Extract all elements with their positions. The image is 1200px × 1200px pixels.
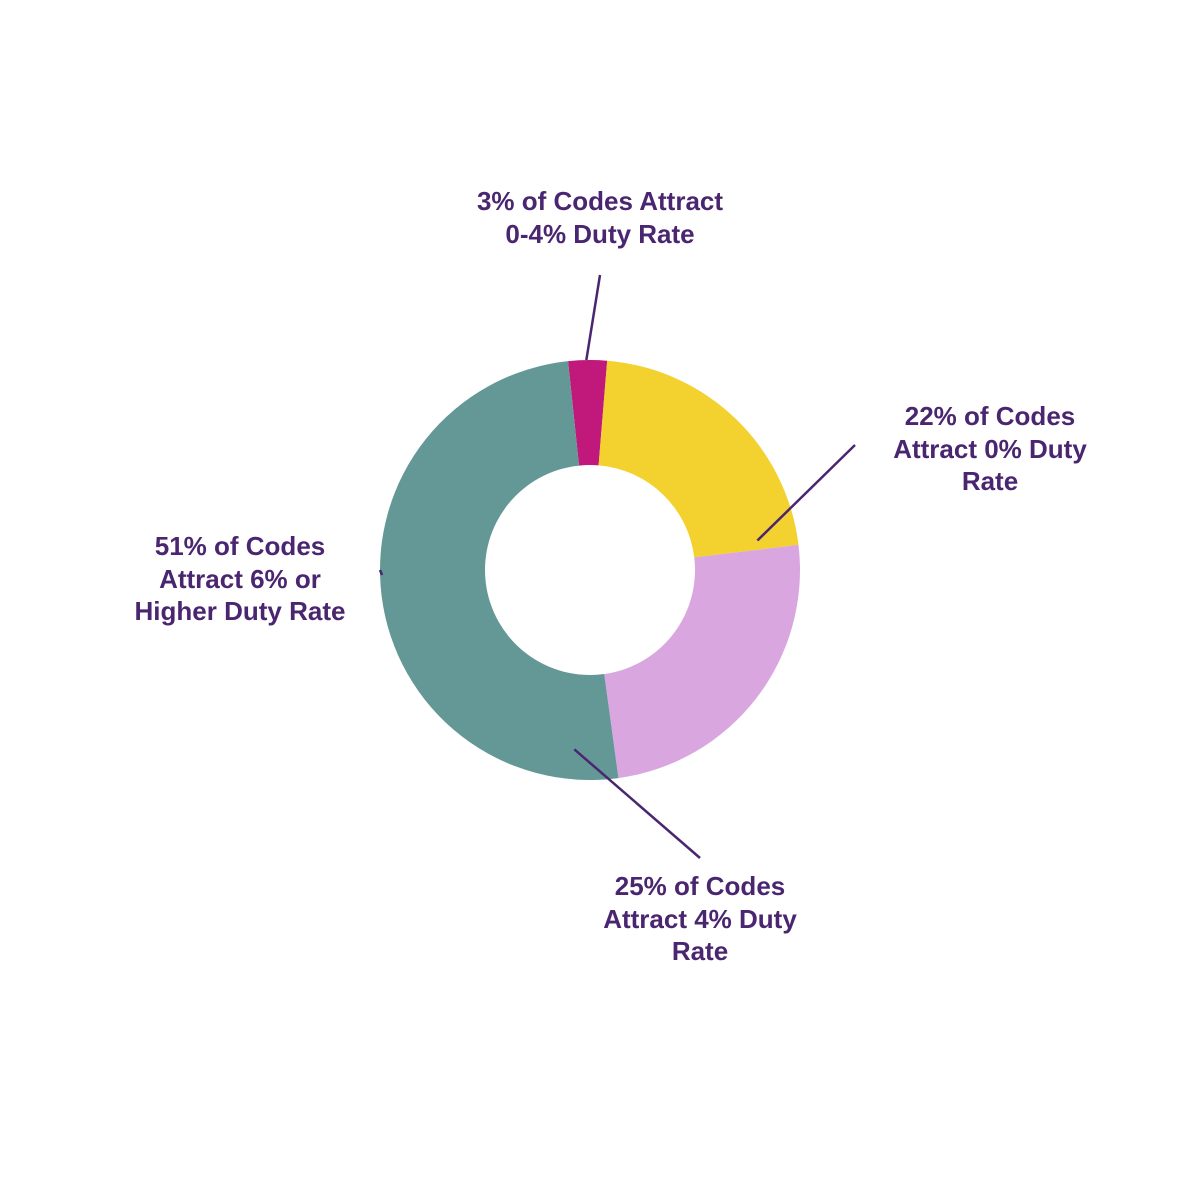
label-22-percent: 22% of Codes Attract 0% Duty Rate — [860, 400, 1120, 498]
label-51-percent: 51% of Codes Attract 6% or Higher Duty R… — [100, 530, 380, 628]
label-25-percent: 25% of Codes Attract 4% Duty Rate — [560, 870, 840, 968]
label-3-percent: 3% of Codes Attract 0-4% Duty Rate — [440, 185, 760, 250]
donut-chart: 3% of Codes Attract 0-4% Duty Rate 22% o… — [0, 0, 1200, 1200]
leader-s3 — [586, 275, 600, 360]
slice-s25 — [604, 545, 800, 778]
